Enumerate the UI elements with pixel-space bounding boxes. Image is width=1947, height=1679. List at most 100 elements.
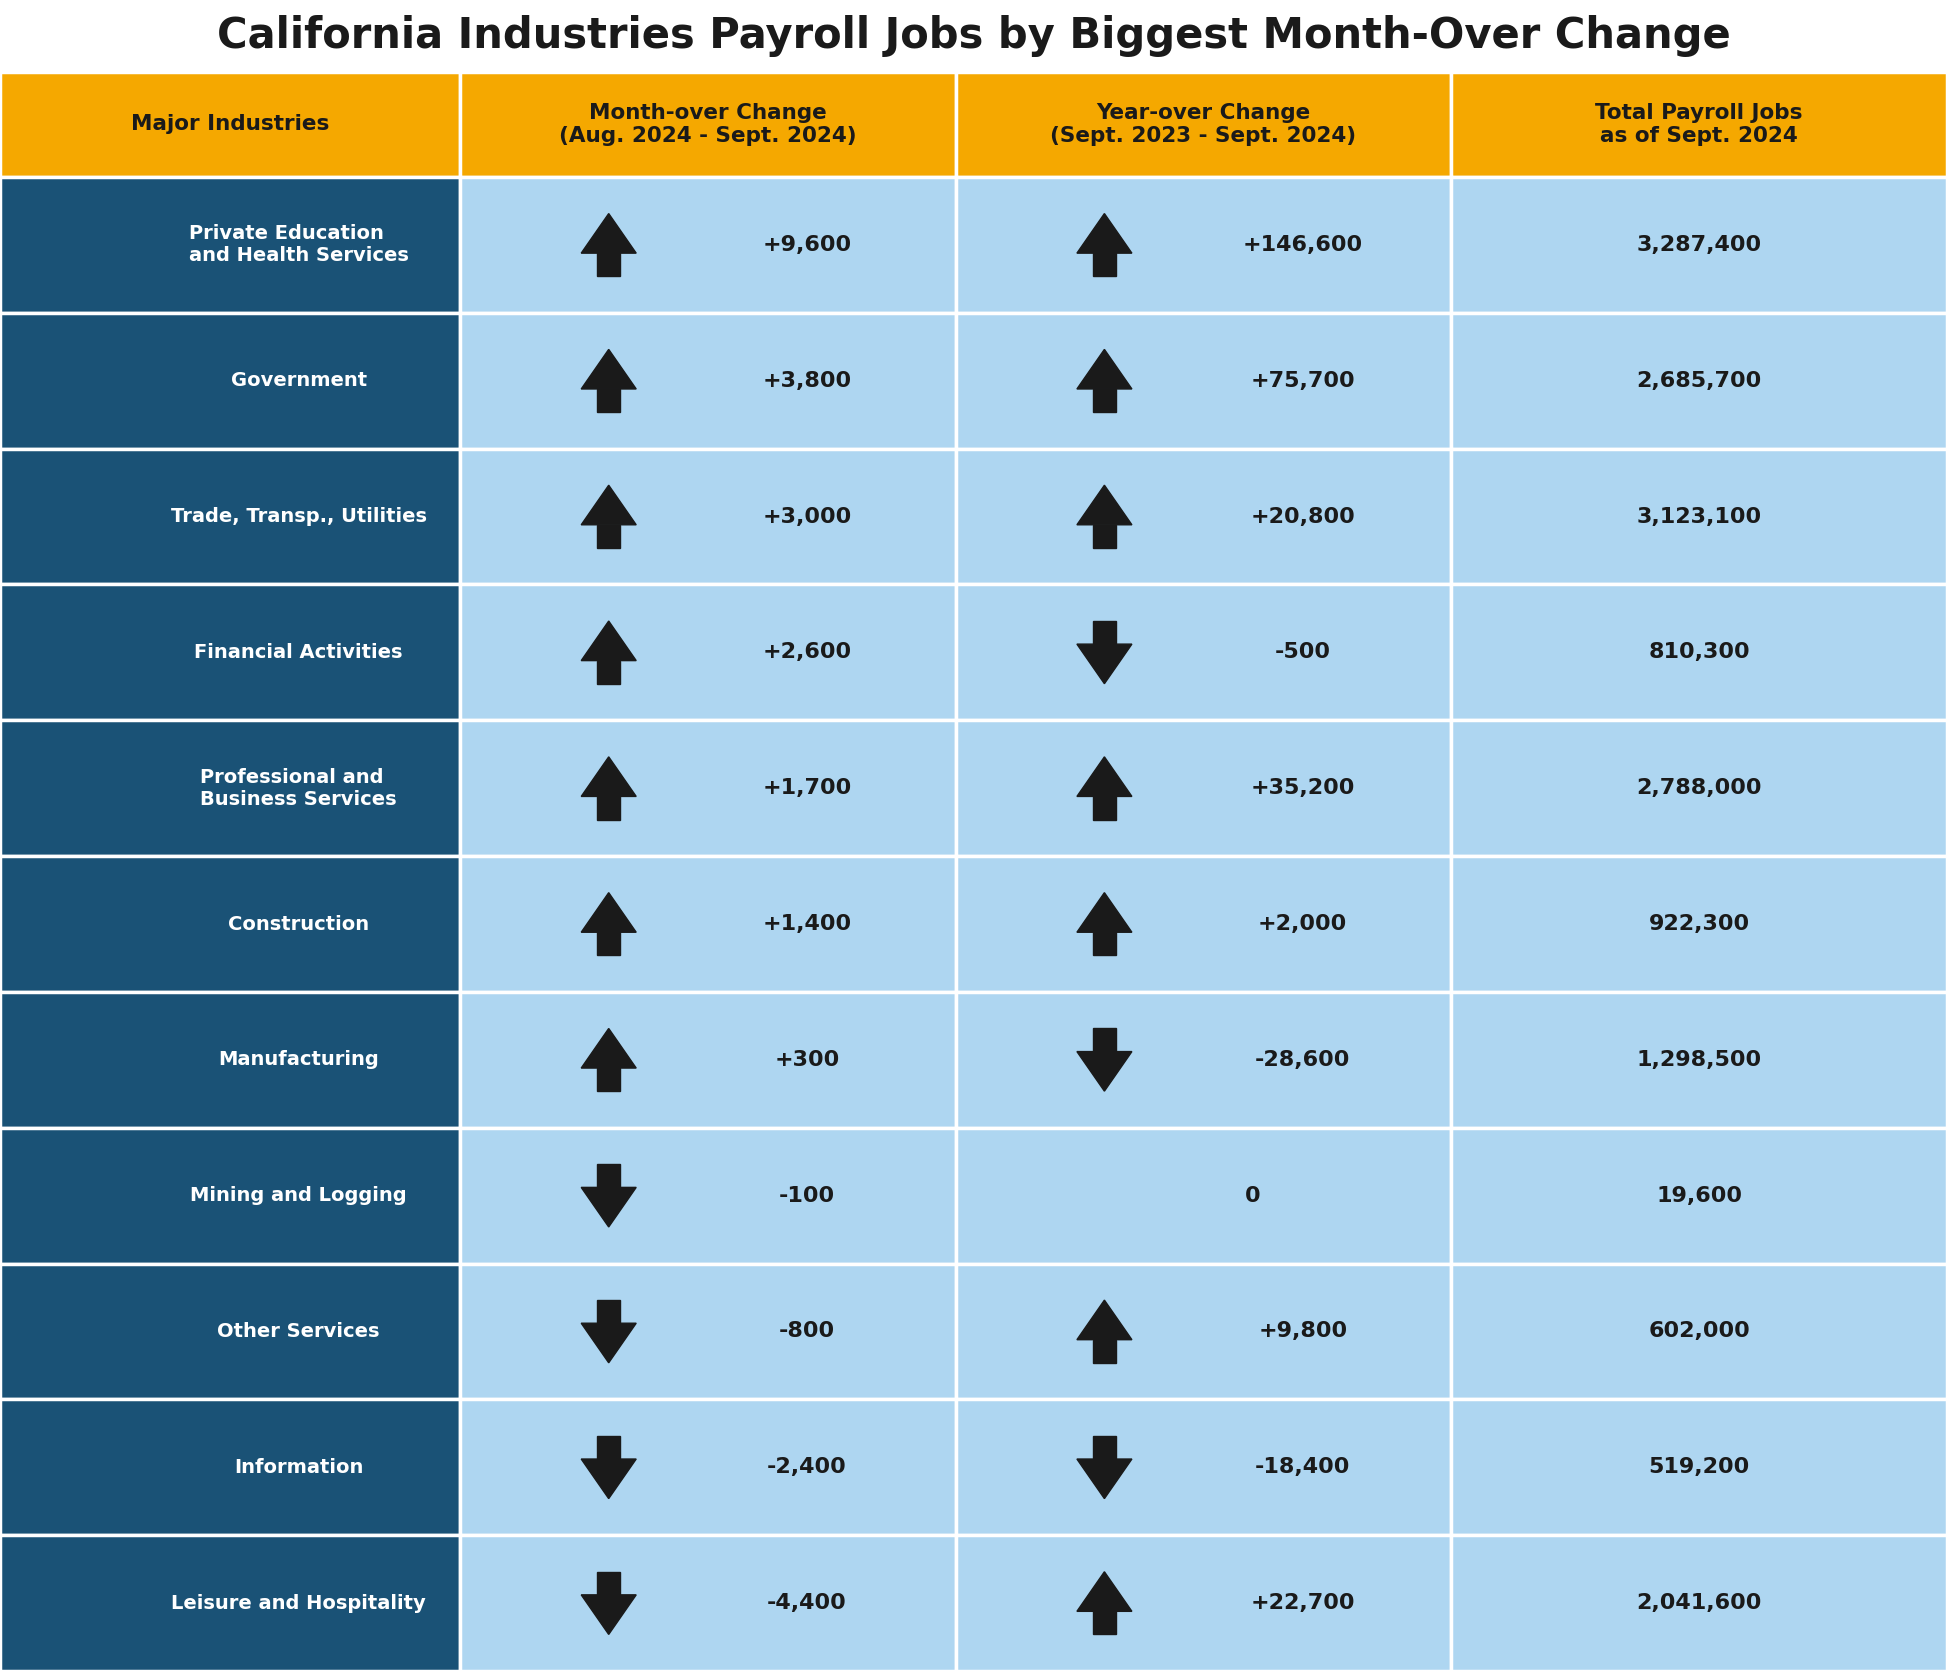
Text: Manufacturing: Manufacturing — [218, 1051, 380, 1070]
Bar — [0, 720, 459, 856]
Polygon shape — [582, 893, 637, 932]
Bar — [0, 1128, 459, 1264]
Polygon shape — [582, 1595, 637, 1634]
Polygon shape — [582, 1029, 637, 1068]
Text: -28,600: -28,600 — [1256, 1049, 1351, 1070]
Text: -100: -100 — [779, 1185, 835, 1206]
Polygon shape — [1092, 932, 1116, 955]
Polygon shape — [598, 1300, 621, 1323]
Text: 519,200: 519,200 — [1649, 1457, 1750, 1478]
Text: +1,700: +1,700 — [763, 777, 851, 798]
Polygon shape — [1077, 485, 1131, 526]
Text: Construction: Construction — [228, 915, 370, 934]
Bar — [459, 448, 956, 584]
Polygon shape — [582, 1323, 637, 1363]
Polygon shape — [1092, 1612, 1116, 1634]
Text: Mining and Logging: Mining and Logging — [191, 1185, 407, 1206]
Bar — [459, 72, 956, 176]
Polygon shape — [1092, 621, 1116, 645]
Bar — [0, 312, 459, 448]
Text: Major Industries: Major Industries — [130, 114, 329, 134]
Bar — [0, 72, 459, 176]
Bar — [956, 72, 1451, 176]
Polygon shape — [598, 390, 621, 411]
Polygon shape — [1077, 349, 1131, 390]
Text: +2,600: +2,600 — [763, 643, 851, 662]
Bar — [956, 584, 1451, 720]
Text: 2,788,000: 2,788,000 — [1635, 777, 1762, 798]
Text: +3,000: +3,000 — [763, 507, 851, 527]
Text: -500: -500 — [1275, 643, 1330, 662]
Bar — [459, 584, 956, 720]
Polygon shape — [582, 485, 637, 526]
Bar — [0, 584, 459, 720]
Polygon shape — [1092, 526, 1116, 547]
Text: Month-over Change
(Aug. 2024 - Sept. 2024): Month-over Change (Aug. 2024 - Sept. 202… — [559, 102, 857, 146]
Text: -800: -800 — [779, 1321, 835, 1342]
Polygon shape — [1092, 796, 1116, 819]
Text: 2,685,700: 2,685,700 — [1637, 371, 1762, 391]
Bar — [1451, 72, 1947, 176]
Text: Trade, Transp., Utilities: Trade, Transp., Utilities — [171, 507, 426, 526]
Polygon shape — [598, 1164, 621, 1187]
Text: 19,600: 19,600 — [1657, 1185, 1743, 1206]
Text: +300: +300 — [775, 1049, 839, 1070]
Bar — [0, 1535, 459, 1671]
Text: +2,000: +2,000 — [1258, 913, 1347, 934]
Text: 3,123,100: 3,123,100 — [1637, 507, 1762, 527]
Polygon shape — [1077, 893, 1131, 932]
Bar — [459, 720, 956, 856]
Polygon shape — [598, 660, 621, 683]
Polygon shape — [598, 254, 621, 277]
Bar — [1451, 856, 1947, 992]
Bar — [459, 1128, 956, 1264]
Bar — [956, 720, 1451, 856]
Polygon shape — [598, 796, 621, 819]
Text: 2,041,600: 2,041,600 — [1637, 1593, 1762, 1614]
Text: -4,400: -4,400 — [767, 1593, 847, 1614]
Bar — [956, 1399, 1451, 1535]
Bar — [1451, 1399, 1947, 1535]
Text: Leisure and Hospitality: Leisure and Hospitality — [171, 1593, 426, 1612]
Bar — [1451, 176, 1947, 312]
Polygon shape — [598, 1068, 621, 1091]
Bar — [956, 1535, 1451, 1671]
Bar — [0, 1399, 459, 1535]
Bar — [956, 992, 1451, 1128]
Bar — [1451, 1535, 1947, 1671]
Text: Other Services: Other Services — [218, 1321, 380, 1342]
Bar — [956, 312, 1451, 448]
Text: -18,400: -18,400 — [1256, 1457, 1351, 1478]
Bar — [459, 1264, 956, 1399]
Polygon shape — [1092, 1340, 1116, 1363]
Text: Government: Government — [230, 371, 366, 390]
Text: California Industries Payroll Jobs by Biggest Month-Over Change: California Industries Payroll Jobs by Bi… — [216, 15, 1731, 57]
Bar — [459, 1535, 956, 1671]
Text: +75,700: +75,700 — [1250, 371, 1355, 391]
Text: Financial Activities: Financial Activities — [195, 643, 403, 662]
Polygon shape — [1077, 213, 1131, 254]
Text: 602,000: 602,000 — [1649, 1321, 1750, 1342]
Text: +35,200: +35,200 — [1250, 777, 1355, 798]
Bar — [0, 992, 459, 1128]
Polygon shape — [1077, 1572, 1131, 1612]
Bar — [1451, 448, 1947, 584]
Bar — [1451, 312, 1947, 448]
Bar — [459, 176, 956, 312]
Polygon shape — [1092, 1029, 1116, 1051]
Bar — [1451, 1128, 1947, 1264]
Polygon shape — [1092, 390, 1116, 411]
Polygon shape — [1077, 645, 1131, 683]
Text: 1,298,500: 1,298,500 — [1637, 1049, 1762, 1070]
Text: -2,400: -2,400 — [767, 1457, 847, 1478]
Polygon shape — [1077, 1051, 1131, 1091]
Bar — [1451, 720, 1947, 856]
Text: +1,400: +1,400 — [763, 913, 851, 934]
Text: Information: Information — [234, 1457, 364, 1478]
Bar — [1451, 992, 1947, 1128]
Text: 3,287,400: 3,287,400 — [1637, 235, 1762, 255]
Bar — [0, 176, 459, 312]
Text: 810,300: 810,300 — [1649, 643, 1750, 662]
Polygon shape — [582, 621, 637, 660]
Text: Year-over Change
(Sept. 2023 - Sept. 2024): Year-over Change (Sept. 2023 - Sept. 202… — [1051, 102, 1357, 146]
